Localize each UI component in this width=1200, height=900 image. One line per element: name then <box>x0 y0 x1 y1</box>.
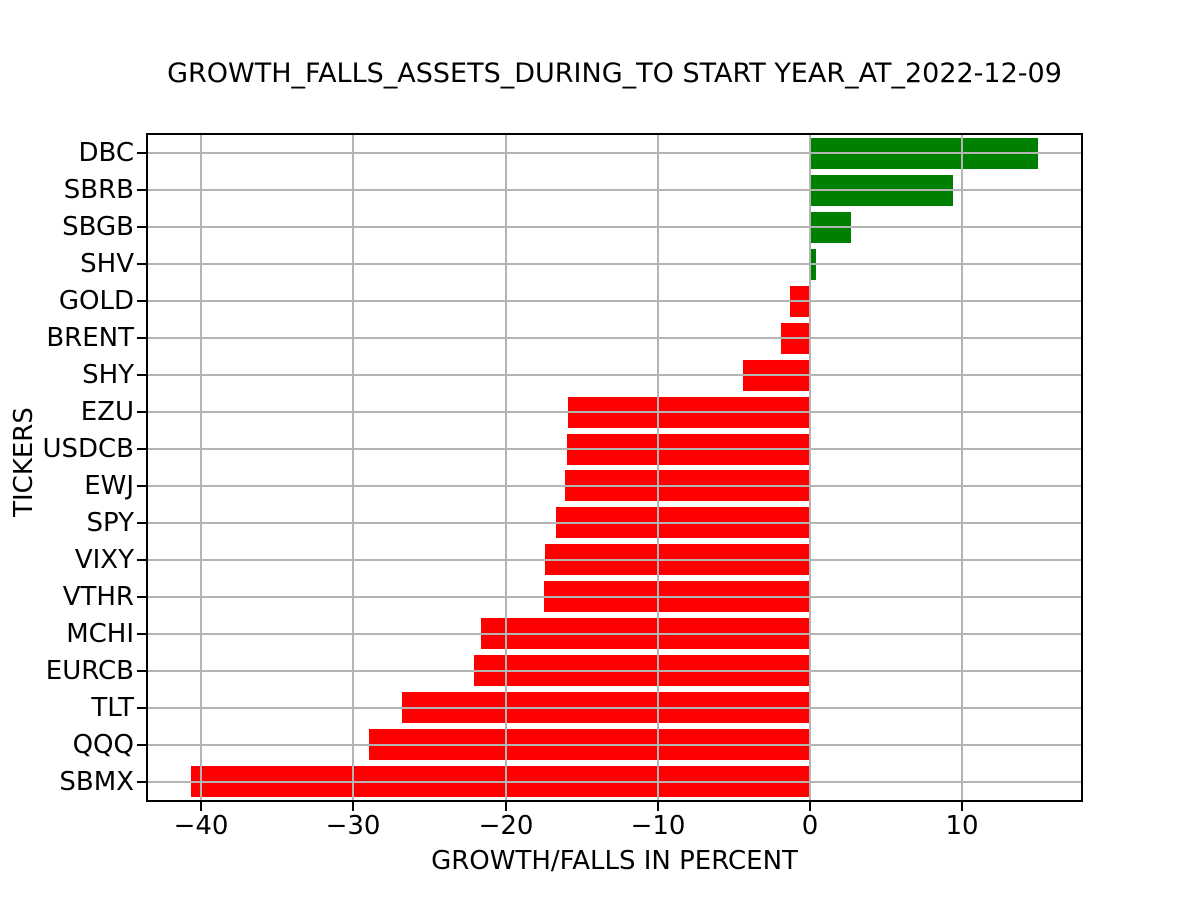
v-gridline <box>200 135 202 800</box>
y-tick-mark <box>137 152 146 154</box>
h-gridline <box>148 485 1081 487</box>
x-tick-label--30: −30 <box>325 811 381 841</box>
v-gridline <box>961 135 963 800</box>
y-tick-mark <box>137 559 146 561</box>
h-gridline <box>148 670 1081 672</box>
y-tick-label-qqq: QQQ <box>72 730 134 760</box>
h-gridline <box>148 744 1081 746</box>
y-tick-label-mchi: MCHI <box>66 619 134 649</box>
h-gridline <box>148 522 1081 524</box>
y-tick-mark <box>137 448 146 450</box>
y-tick-label-shv: SHV <box>80 249 134 279</box>
y-tick-label-gold: GOLD <box>58 286 134 316</box>
h-gridline <box>148 374 1081 376</box>
h-gridline <box>148 226 1081 228</box>
h-gridline <box>148 633 1081 635</box>
y-tick-label-brent: BRENT <box>46 323 134 353</box>
y-tick-mark <box>137 300 146 302</box>
y-tick-mark <box>137 596 146 598</box>
v-gridline <box>352 135 354 800</box>
y-tick-label-ewj: EWJ <box>84 471 134 501</box>
y-tick-mark <box>137 337 146 339</box>
y-tick-label-shy: SHY <box>82 360 134 390</box>
y-tick-mark <box>137 670 146 672</box>
y-tick-label-usdcb: USDCB <box>42 434 134 464</box>
y-tick-label-sbgb: SBGB <box>62 212 134 242</box>
x-tick-mark <box>961 802 963 811</box>
h-gridline <box>148 152 1081 154</box>
v-gridline <box>657 135 659 800</box>
plot-area <box>146 133 1083 802</box>
y-tick-mark <box>137 263 146 265</box>
h-gridline <box>148 448 1081 450</box>
y-tick-mark <box>137 411 146 413</box>
y-tick-mark <box>137 744 146 746</box>
h-gridline <box>148 300 1081 302</box>
x-tick-label--40: −40 <box>173 811 229 841</box>
y-tick-label-sbmx: SBMX <box>59 767 134 797</box>
y-tick-mark <box>137 485 146 487</box>
x-tick-label--10: −10 <box>630 811 686 841</box>
y-tick-mark <box>137 707 146 709</box>
y-tick-mark <box>137 189 146 191</box>
chart-title: GROWTH_FALLS_ASSETS_DURING_TO START YEAR… <box>167 58 1062 89</box>
x-axis-label: GROWTH/FALLS IN PERCENT <box>431 846 798 876</box>
y-tick-label-tlt: TLT <box>91 693 134 723</box>
y-tick-mark <box>137 781 146 783</box>
h-gridline <box>148 707 1081 709</box>
h-gridline <box>148 781 1081 783</box>
x-tick-mark <box>505 802 507 811</box>
y-tick-label-eurcb: EURCB <box>45 656 134 686</box>
y-tick-mark <box>137 633 146 635</box>
h-gridline <box>148 337 1081 339</box>
y-tick-mark <box>137 522 146 524</box>
h-gridline <box>148 263 1081 265</box>
y-tick-mark <box>137 374 146 376</box>
v-gridline <box>505 135 507 800</box>
h-gridline <box>148 559 1081 561</box>
x-tick-mark <box>200 802 202 811</box>
h-gridline <box>148 411 1081 413</box>
h-gridline <box>148 189 1081 191</box>
y-tick-label-spy: SPY <box>86 508 135 538</box>
v-gridline <box>809 135 811 800</box>
y-tick-label-ezu: EZU <box>80 397 134 427</box>
h-gridline <box>148 596 1081 598</box>
x-tick-label-0: 0 <box>801 811 819 841</box>
y-tick-label-vthr: VTHR <box>62 582 134 612</box>
x-tick-label-10: 10 <box>945 811 979 841</box>
x-tick-label--20: −20 <box>478 811 534 841</box>
x-tick-mark <box>352 802 354 811</box>
x-tick-mark <box>809 802 811 811</box>
y-tick-mark <box>137 226 146 228</box>
y-tick-label-dbc: DBC <box>78 138 134 168</box>
y-tick-label-vixy: VIXY <box>74 545 134 575</box>
x-tick-mark <box>657 802 659 811</box>
y-tick-label-sbrb: SBRB <box>63 175 134 205</box>
